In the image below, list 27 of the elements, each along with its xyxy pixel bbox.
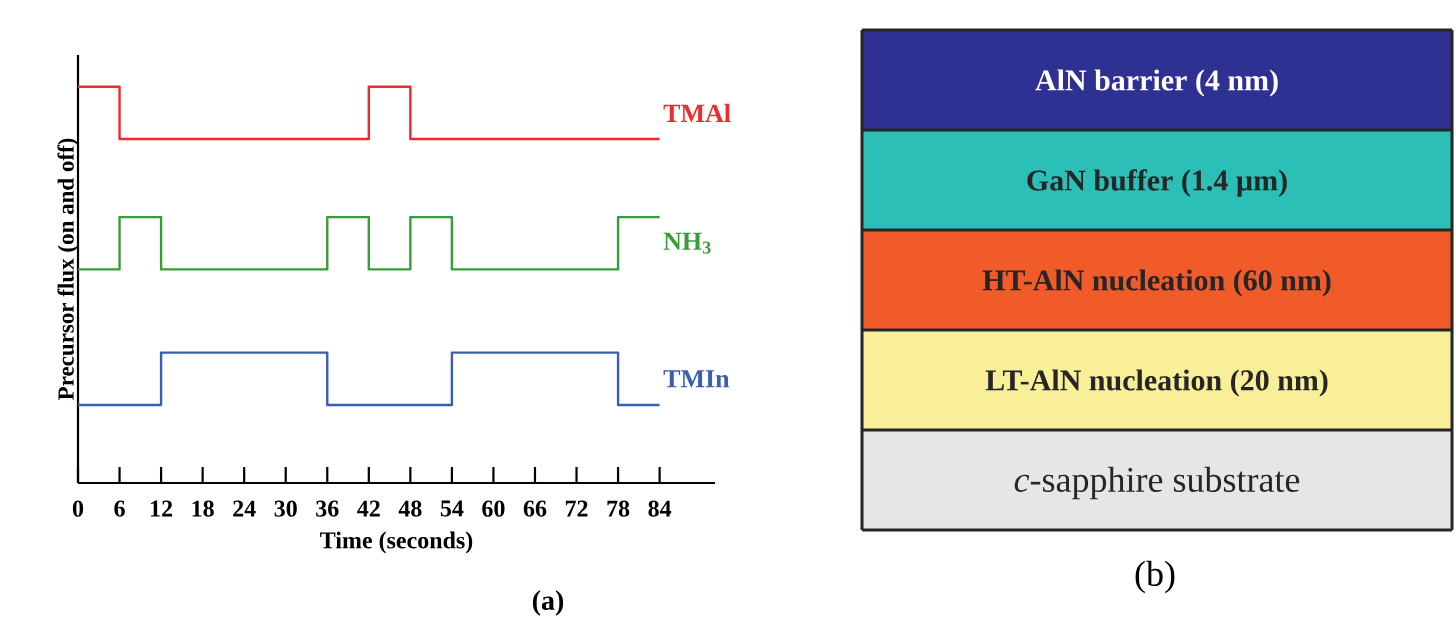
category-label: GaN buffer (1.4 µm) bbox=[1027, 169, 1287, 197]
category-label: HT-AlN nucleation (60 nm) bbox=[982, 269, 1331, 297]
x-tick-label: 0 bbox=[72, 500, 84, 517]
series-label: TMIn bbox=[663, 370, 730, 388]
x-tick-label: 30 bbox=[274, 500, 297, 517]
x-tick-label: 36 bbox=[316, 500, 339, 517]
series-label: NH$_{3}$ bbox=[663, 232, 711, 254]
x-tick-label: 66 bbox=[523, 500, 547, 517]
x-axis-title: Time (seconds) bbox=[320, 531, 473, 554]
category-label: LT-AlN nucleation (20 nm) bbox=[985, 369, 1328, 397]
text: (a) bbox=[532, 590, 564, 616]
x-tick-label: 24 bbox=[233, 500, 256, 517]
category-label: AlN barrier (4 nm) bbox=[1035, 69, 1278, 97]
x-tick-label: 78 bbox=[607, 500, 630, 517]
x-tick-label: 12 bbox=[151, 500, 173, 517]
x-tick-label: 72 bbox=[565, 500, 588, 517]
x-tick-label: 60 bbox=[482, 500, 505, 517]
x-tick-label: 42 bbox=[357, 500, 380, 517]
category-label: c-sapphire substrate bbox=[1014, 466, 1300, 500]
x-tick-label: 84 bbox=[648, 500, 672, 517]
x-tick-label: 48 bbox=[398, 500, 422, 517]
x-tick-label: 6 bbox=[114, 500, 125, 517]
text: (b) bbox=[1135, 560, 1175, 594]
y-axis-title: Precursor flux (on and off) bbox=[57, 138, 79, 400]
x-tick-label: 18 bbox=[192, 500, 214, 517]
series-label: TMAl bbox=[663, 103, 731, 122]
x-tick-label: 54 bbox=[440, 500, 464, 517]
